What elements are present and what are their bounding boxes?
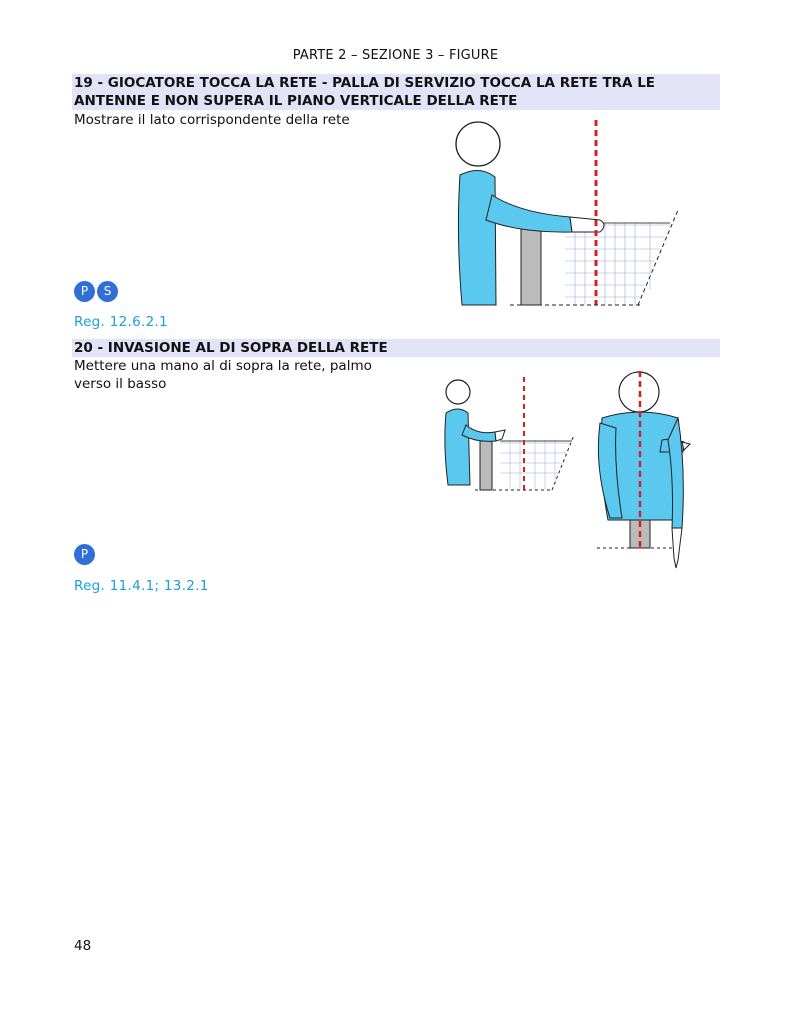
page-header: PARTE 2 – SEZIONE 3 – FIGURE [292,48,499,63]
section-20-description: Mettere una mano al di sopra la rete, pa… [74,358,372,392]
referee-figure-20-front-icon [597,371,691,569]
badge-s: S [97,281,118,302]
referee-figure-19-icon [455,120,679,306]
section-19-description: Mostrare il lato corrispondente della re… [74,112,350,128]
page-number: 48 [74,938,92,954]
section-20-badges: P [74,544,95,565]
badge-p: P [74,544,95,565]
section-19-badges: P S [74,281,118,302]
section-20-title: 20 - INVASIONE AL DI SOPRA DELLA RETE [72,339,720,357]
section-19-title: 19 - GIOCATORE TOCCA LA RETE - PALLA DI … [72,74,720,110]
section-19-reference: Reg. 12.6.2.1 [74,314,168,330]
badge-p: P [74,281,95,302]
section-20-reference: Reg. 11.4.1; 13.2.1 [74,578,209,594]
referee-figure-20-side-icon [444,377,575,491]
